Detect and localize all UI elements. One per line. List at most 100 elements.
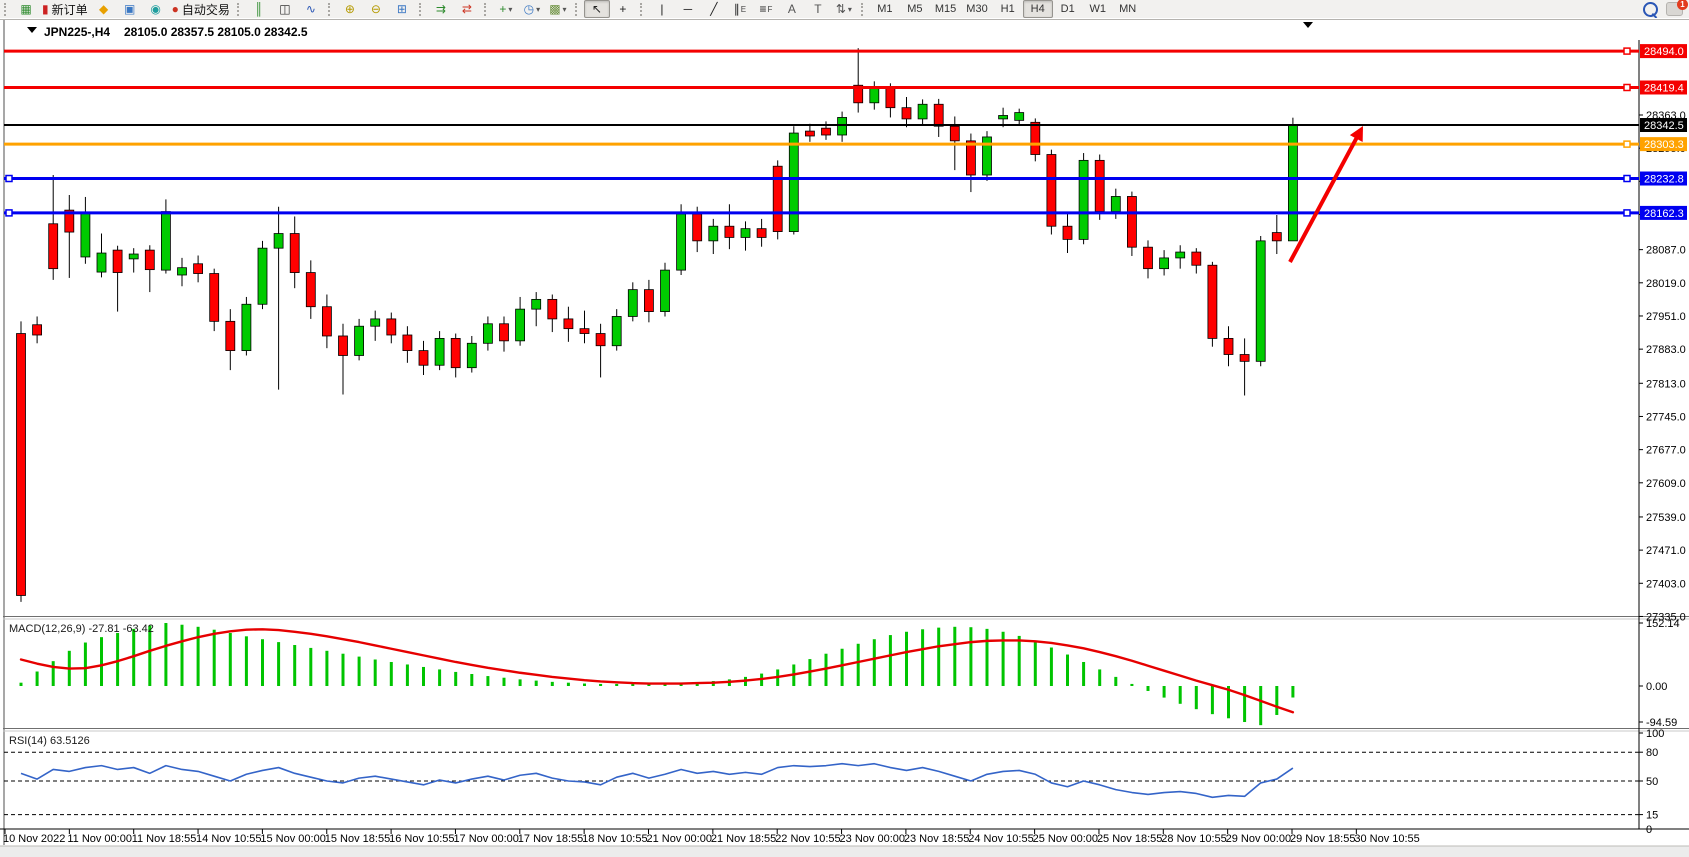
time-axis-label[interactable]: 15 Nov 00:00 (260, 833, 325, 845)
trendline-tool-button[interactable]: ╱ (701, 0, 727, 18)
macd-histogram-bar (599, 683, 603, 686)
channel-tool-button[interactable]: ∥ E (727, 0, 753, 18)
time-axis-label[interactable]: 17 Nov 18:55 (518, 833, 583, 845)
macd-histogram-bar (1178, 686, 1182, 704)
terminal-button[interactable]: ▣ (117, 0, 143, 18)
macd-histogram-bar (51, 661, 55, 686)
metaeditor-button[interactable]: ◆ (91, 0, 117, 18)
search-icon[interactable] (1643, 1, 1658, 17)
time-axis-label[interactable]: 23 Nov 00:00 (840, 833, 905, 845)
arrow-annotation-shaft[interactable] (1288, 132, 1361, 263)
candle-body (289, 233, 300, 273)
macd-histogram-bar (518, 679, 522, 686)
timeframe-m15-button[interactable]: M15 (934, 3, 957, 15)
chat-icon[interactable]: 1 (1666, 0, 1688, 16)
macd-histogram-bar (277, 642, 281, 686)
zoom-in-button[interactable]: ⊕ (337, 0, 363, 18)
tile-windows-button[interactable]: ⊞ (389, 0, 415, 18)
periods-button[interactable]: ◷ ▾ (519, 0, 545, 18)
new-chart-button[interactable]: ▦ (13, 0, 39, 18)
fibonacci-tool-button[interactable]: ≡ F (753, 0, 779, 18)
level-handle-right[interactable] (1623, 83, 1631, 92)
toolbar-right-cluster: 1 (1643, 0, 1688, 17)
text-tool-icon: A (787, 2, 796, 16)
time-axis-label[interactable]: 25 Nov 00:00 (1033, 833, 1098, 845)
time-axis-label[interactable]: 17 Nov 00:00 (453, 833, 518, 845)
candle-body (1030, 121, 1041, 155)
zoom-out-button[interactable]: ⊖ (363, 0, 389, 18)
level-handle-left[interactable] (5, 209, 13, 217)
chart-title-triangle-icon[interactable] (27, 27, 37, 33)
window-marker-icon[interactable] (1303, 22, 1313, 28)
timeframe-h4-button[interactable]: H4 (1022, 0, 1053, 18)
vline-tool-button[interactable]: | (649, 0, 675, 18)
level-handle-left[interactable] (5, 174, 13, 183)
candle-body (563, 318, 574, 330)
candle-body (821, 127, 831, 136)
auto-scroll-button[interactable]: ⇉ (428, 0, 454, 18)
time-axis-label[interactable]: 10 Nov 2022 (3, 833, 65, 845)
chart-line-button[interactable]: ∿ (298, 0, 324, 18)
timeframe-d1-button[interactable]: D1 (1060, 3, 1075, 15)
macd-label: MACD(12,26,9) -27.81 -63.42 (9, 623, 154, 635)
time-axis-label[interactable]: 29 Nov 18:55 (1290, 833, 1355, 845)
time-axis-label[interactable]: 23 Nov 18:55 (904, 833, 969, 845)
macd-histogram-bar (422, 666, 425, 686)
time-axis-label[interactable]: 29 Nov 00:00 (1226, 833, 1291, 845)
candle-body (434, 338, 445, 366)
price-tick-label: 27471.0 (1646, 545, 1686, 557)
time-axis-label[interactable]: 11 Nov 18:55 (132, 833, 197, 845)
price-tick-label: 27745.0 (1646, 411, 1686, 423)
channel-tool-icon: ∥ (733, 2, 740, 16)
arrows-tool-dropdown-icon[interactable]: ▾ (847, 4, 852, 14)
candle-body (805, 130, 815, 137)
timeframe-m1-button[interactable]: M1 (877, 3, 893, 15)
arrows-tool-button[interactable]: ⇅ ▾ (831, 0, 857, 18)
indicators-button[interactable]: + ▾ (493, 0, 519, 18)
time-axis-label[interactable]: 18 Nov 10:55 (582, 833, 647, 845)
timeframe-m5-button[interactable]: M5 (907, 3, 923, 15)
level-handle-right[interactable] (1623, 140, 1631, 148)
timeframe-mn-button[interactable]: MN (1119, 3, 1137, 15)
time-axis-label[interactable]: 14 Nov 10:55 (196, 833, 261, 845)
level-handle-right[interactable] (1623, 209, 1631, 217)
level-price-label: 28232.8 (1644, 174, 1684, 186)
chart-bars-button[interactable]: ║ (246, 0, 272, 18)
time-axis-label[interactable]: 24 Nov 10:55 (968, 833, 1033, 845)
chart-candles-button[interactable]: ◫ (272, 0, 298, 18)
cursor-tool-button[interactable]: ↖ (583, 0, 610, 18)
candle-body (1062, 225, 1073, 240)
arrow-annotation-head[interactable] (1349, 126, 1363, 142)
level-handle-right[interactable] (1623, 47, 1631, 55)
periods-dropdown-icon[interactable]: ▾ (536, 4, 541, 14)
text-tool-button[interactable]: A (779, 0, 805, 18)
time-axis-label[interactable]: 22 Nov 10:55 (775, 833, 840, 845)
time-axis-label[interactable]: 28 Nov 10:55 (1161, 833, 1226, 845)
time-axis-label[interactable]: 25 Nov 18:55 (1097, 833, 1162, 845)
chart-canvas: 28363.028295.028227.028159.028087.028019… (0, 18, 1689, 857)
time-axis-label[interactable]: 11 Nov 00:00 (67, 833, 132, 845)
fibonacci-tool-icon: ≡ (759, 2, 767, 16)
level-handle-right[interactable] (1623, 174, 1631, 183)
chart-shift-button[interactable]: ⇄ (454, 0, 480, 18)
candle-body (917, 103, 928, 120)
new-order-button[interactable]: ▮ 新订单 (39, 0, 91, 18)
timeframe-h1-button[interactable]: H1 (1000, 3, 1015, 15)
templates-button[interactable]: ▩ ▾ (545, 0, 571, 18)
templates-dropdown-icon[interactable]: ▾ (562, 4, 567, 14)
autotrading-button[interactable]: ● 自动交易 (169, 0, 233, 18)
indicators-dropdown-icon[interactable]: ▾ (508, 4, 513, 14)
time-axis-label[interactable]: 21 Nov 18:55 (711, 833, 776, 845)
timeframe-m30-button[interactable]: M30 (966, 3, 988, 15)
timeframe-w1-button[interactable]: W1 (1089, 3, 1106, 15)
toolbar-grip (483, 2, 489, 16)
hline-tool-button[interactable]: ─ (675, 0, 701, 18)
textlabel-tool-button[interactable]: T (805, 0, 831, 18)
time-axis-label[interactable]: 30 Nov 10:55 (1354, 833, 1419, 845)
time-axis-label[interactable]: 16 Nov 10:55 (389, 833, 454, 845)
time-axis-label[interactable]: 21 Nov 00:00 (647, 833, 712, 845)
macd-histogram-bar (1194, 686, 1198, 710)
time-axis-label[interactable]: 15 Nov 18:55 (325, 833, 390, 845)
strategy-tester-button[interactable]: ◉ (143, 0, 169, 18)
crosshair-tool-button[interactable]: + (610, 0, 636, 18)
